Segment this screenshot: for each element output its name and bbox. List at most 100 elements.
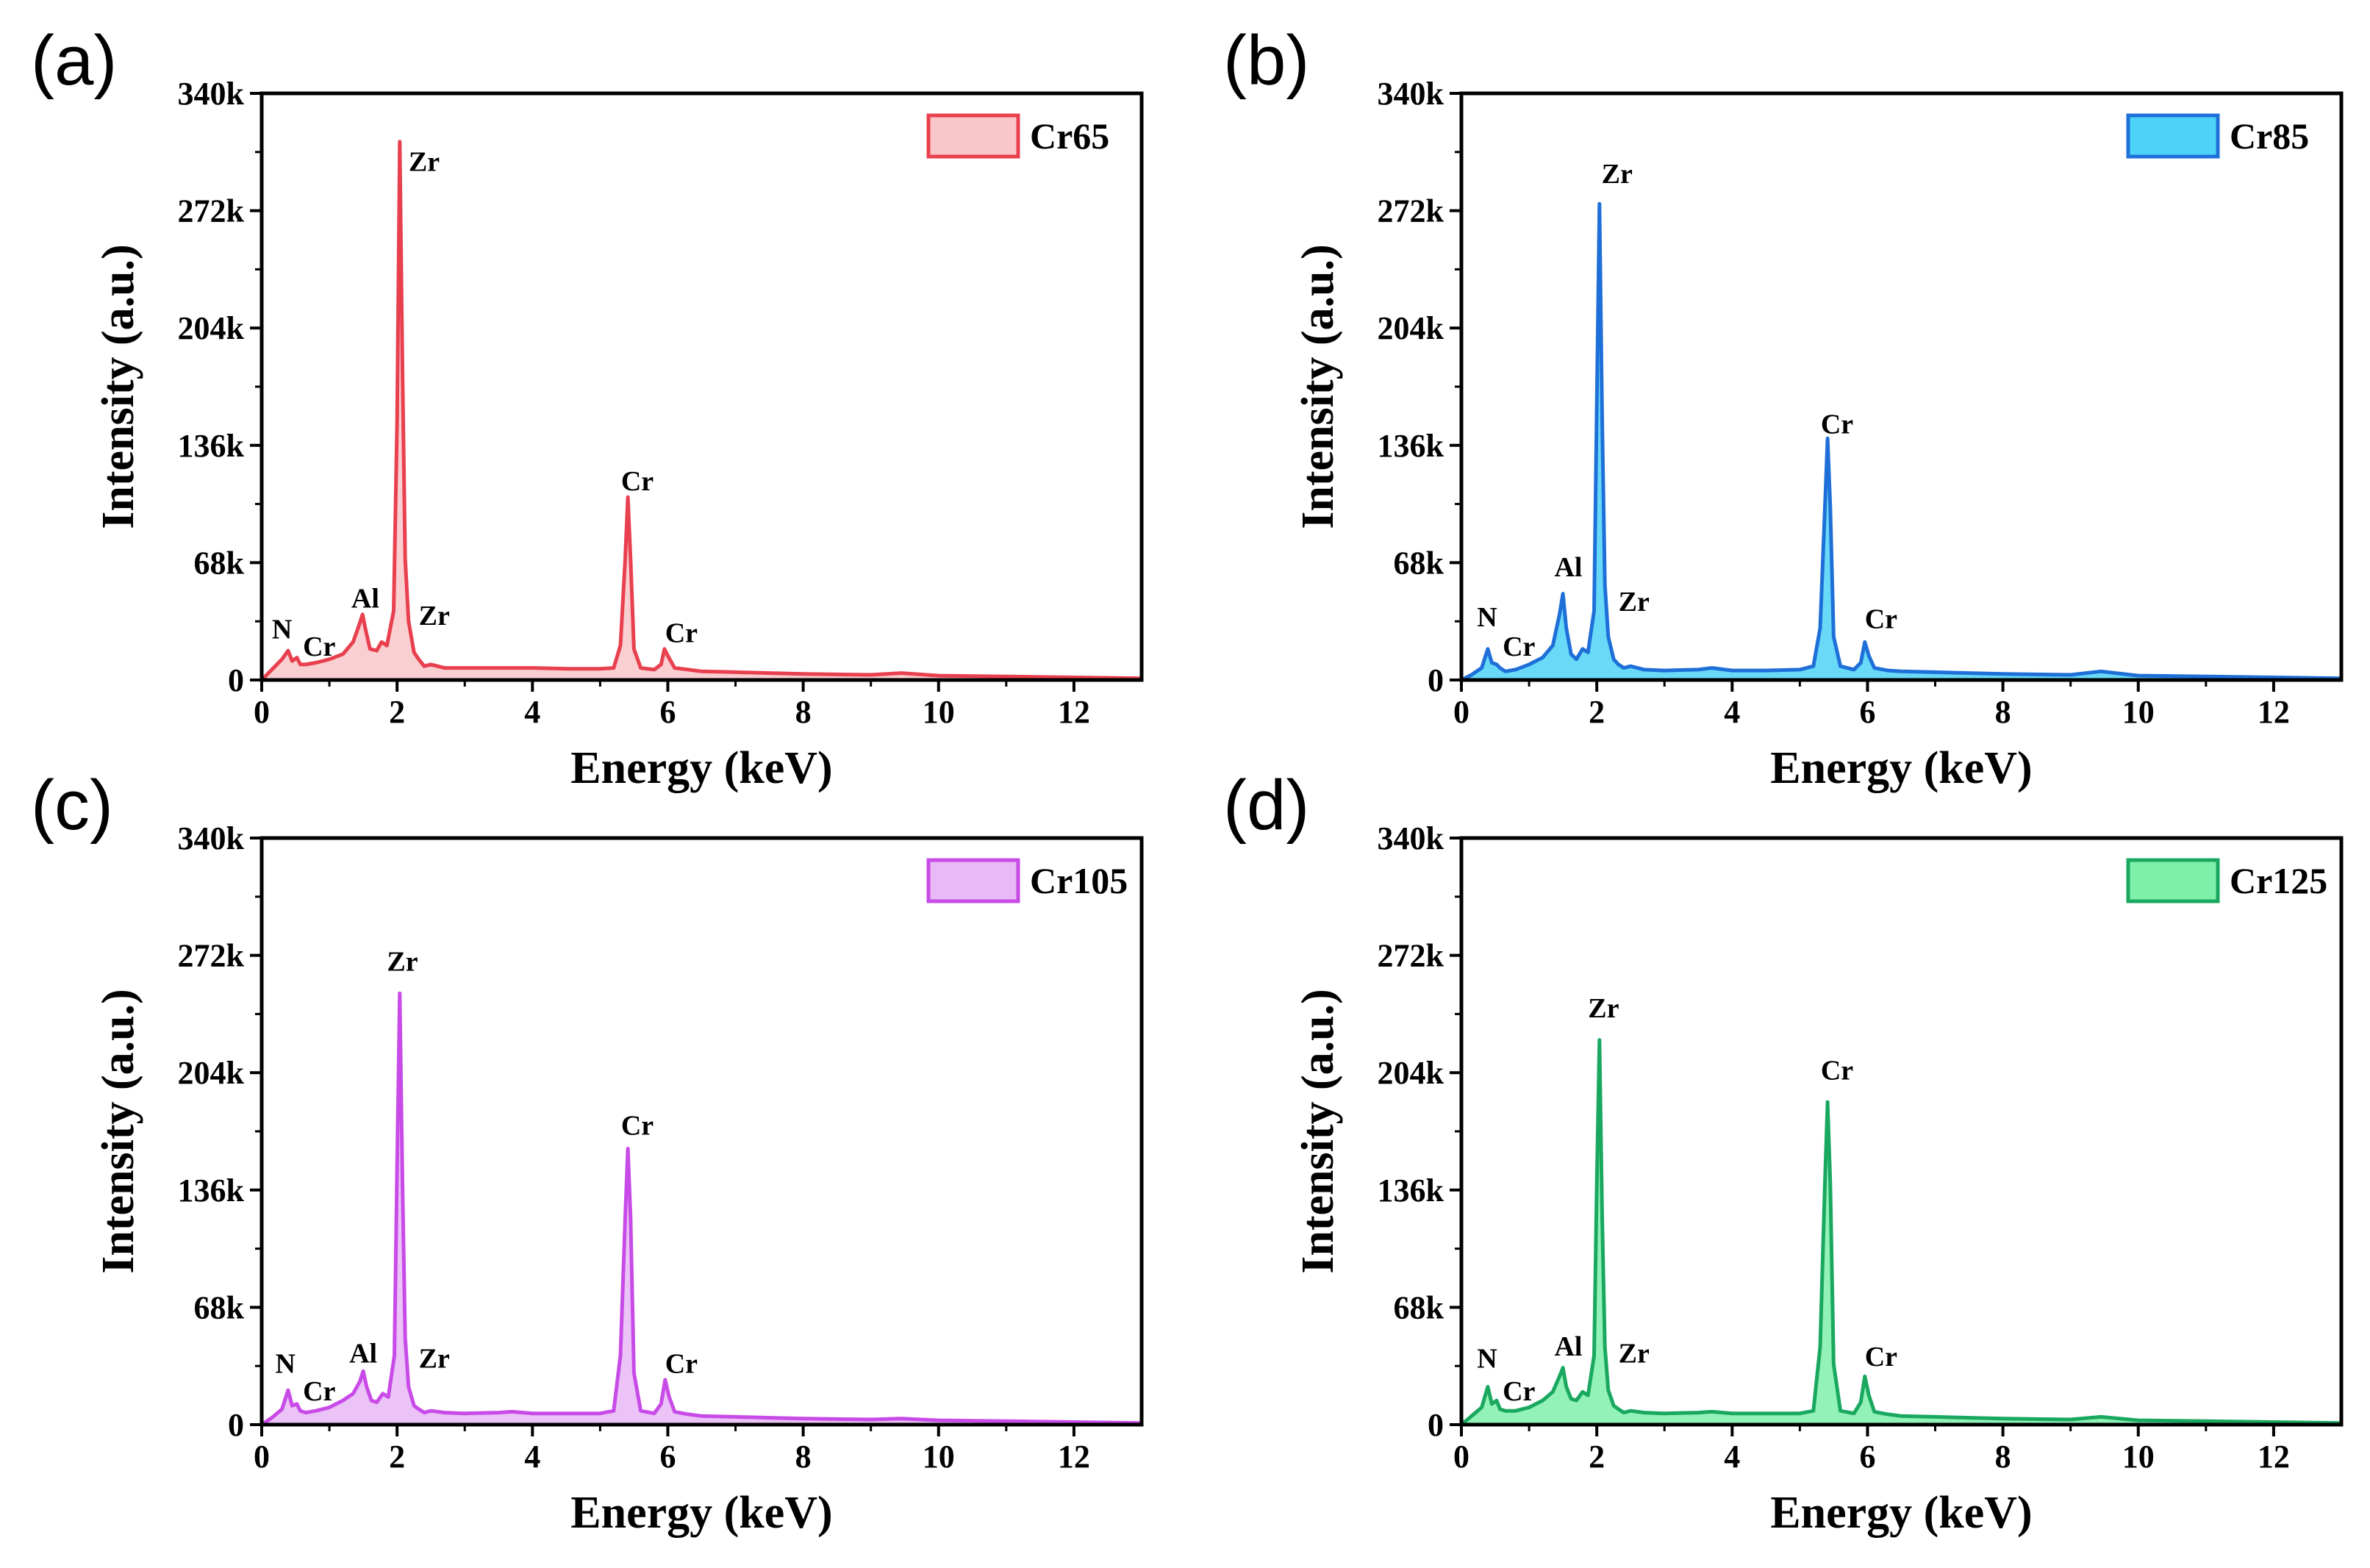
y-tick-label: 68k bbox=[194, 1289, 245, 1325]
x-tick-label: 10 bbox=[923, 694, 955, 730]
x-tick-label: 4 bbox=[1724, 1439, 1740, 1475]
legend-label: Cr125 bbox=[2230, 860, 2327, 901]
peak-label: Cr bbox=[621, 466, 654, 497]
y-tick-label: 272k bbox=[178, 193, 245, 229]
y-tick-label: 204k bbox=[178, 1055, 245, 1091]
peak-label: Cr bbox=[1865, 1342, 1897, 1372]
x-tick-label: 10 bbox=[2122, 694, 2155, 730]
peak-label: Cr bbox=[1821, 1056, 1853, 1086]
x-tick-label: 12 bbox=[2258, 1439, 2290, 1475]
peak-label: Zr bbox=[1602, 159, 1633, 190]
y-tick-label: 272k bbox=[1378, 193, 1444, 229]
y-axis-label: Intensity (a.u.) bbox=[93, 989, 143, 1274]
x-tick-label: 2 bbox=[1589, 1439, 1605, 1475]
y-tick-label: 204k bbox=[1378, 310, 1444, 346]
y-tick-label: 204k bbox=[1378, 1055, 1444, 1091]
x-tick-label: 0 bbox=[1453, 1439, 1469, 1475]
x-tick-label: 0 bbox=[254, 1439, 270, 1475]
legend-swatch bbox=[2126, 858, 2220, 903]
x-tick-label: 2 bbox=[389, 694, 405, 730]
peak-label: Cr bbox=[621, 1111, 654, 1142]
y-axis-label: Intensity (a.u.) bbox=[1293, 244, 1343, 529]
x-tick-label: 8 bbox=[795, 1439, 812, 1475]
x-tick-label: 6 bbox=[1859, 1439, 1875, 1475]
x-axis-label: Energy (keV) bbox=[570, 1488, 832, 1538]
x-tick-label: 12 bbox=[2258, 694, 2290, 730]
y-tick-label: 136k bbox=[178, 428, 245, 464]
y-tick-label: 0 bbox=[1428, 1407, 1444, 1443]
series-line bbox=[260, 991, 1142, 1427]
y-tick-label: 340k bbox=[1378, 76, 1444, 112]
peak-label: Cr bbox=[665, 617, 698, 648]
peak-label: Al bbox=[349, 1339, 377, 1370]
y-tick-label: 272k bbox=[1378, 938, 1444, 974]
panel-label: (c) bbox=[31, 766, 113, 845]
peak-label: Al bbox=[1554, 552, 1582, 583]
x-tick-label: 12 bbox=[1058, 694, 1090, 730]
x-tick-label: 12 bbox=[1058, 1439, 1090, 1475]
x-tick-label: 6 bbox=[1859, 694, 1875, 730]
panel-label: (b) bbox=[1223, 21, 1309, 100]
peak-label: Al bbox=[351, 583, 379, 614]
peak-label: Zr bbox=[419, 601, 450, 631]
peak-label: Zr bbox=[409, 147, 440, 178]
y-axis-label: Intensity (a.u.) bbox=[93, 244, 143, 529]
peak-label: Cr bbox=[1503, 631, 1535, 662]
series-line bbox=[1460, 201, 2342, 682]
y-tick-label: 136k bbox=[178, 1173, 245, 1209]
peak-label: Zr bbox=[1619, 1339, 1650, 1370]
x-tick-label: 4 bbox=[524, 1439, 540, 1475]
y-tick-label: 204k bbox=[178, 310, 245, 346]
peak-label: Cr bbox=[1503, 1376, 1535, 1407]
y-tick-label: 0 bbox=[228, 662, 244, 698]
y-tick-label: 68k bbox=[1394, 545, 1444, 581]
panel-label: (a) bbox=[31, 21, 117, 100]
y-tick-label: 68k bbox=[1394, 1289, 1444, 1325]
series-line bbox=[1460, 1038, 2342, 1426]
x-axis-label: Energy (keV) bbox=[570, 743, 832, 793]
legend-label: Cr105 bbox=[1030, 860, 1128, 901]
peak-label: N bbox=[276, 1349, 296, 1380]
x-tick-label: 2 bbox=[1589, 694, 1605, 730]
peak-label: N bbox=[272, 615, 292, 645]
x-tick-label: 2 bbox=[389, 1439, 405, 1475]
peak-label: Zr bbox=[419, 1344, 450, 1375]
y-tick-label: 136k bbox=[1378, 1173, 1444, 1209]
x-axis-label: Energy (keV) bbox=[1770, 1488, 2032, 1538]
panel-label: (d) bbox=[1223, 766, 1309, 845]
x-tick-label: 4 bbox=[1724, 694, 1740, 730]
y-tick-label: 0 bbox=[228, 1407, 244, 1443]
x-tick-label: 0 bbox=[254, 694, 270, 730]
panel-c: (c) 0 2 4 6 8 10 12 0 68k 136k 204k 272k 340k Energy (… bbox=[31, 766, 1144, 1538]
legend-swatch bbox=[926, 113, 1020, 159]
peak-label: Cr bbox=[1821, 409, 1853, 440]
legend-swatch bbox=[2126, 113, 2220, 159]
x-tick-label: 8 bbox=[795, 694, 812, 730]
y-tick-label: 340k bbox=[1378, 820, 1444, 856]
y-tick-label: 340k bbox=[178, 820, 245, 856]
x-tick-label: 6 bbox=[659, 1439, 676, 1475]
x-tick-label: 6 bbox=[659, 694, 676, 730]
legend-label: Cr65 bbox=[1030, 115, 1109, 157]
peak-label: Cr bbox=[1865, 604, 1897, 635]
panel-b: (b) 0 2 4 6 8 10 12 0 68k 136k 204k 272k 340k Energy (… bbox=[1223, 21, 2344, 793]
peak-label: N bbox=[1477, 1344, 1497, 1375]
panel-a: (a) 0 2 4 6 8 10 12 0 68k 136k 204k 272k 340k Energy (… bbox=[31, 21, 1144, 793]
y-tick-label: 136k bbox=[1378, 428, 1444, 464]
x-tick-label: 4 bbox=[524, 694, 540, 730]
y-axis-label: Intensity (a.u.) bbox=[1293, 989, 1343, 1274]
legend-swatch bbox=[926, 858, 1020, 903]
x-axis-label: Energy (keV) bbox=[1770, 743, 2032, 793]
peak-label: Cr bbox=[303, 1376, 335, 1407]
peak-label: Cr bbox=[665, 1349, 698, 1380]
x-tick-label: 0 bbox=[1453, 694, 1469, 730]
peak-label: Zr bbox=[1619, 587, 1650, 617]
x-tick-label: 8 bbox=[1995, 1439, 2011, 1475]
series-line bbox=[260, 140, 1142, 681]
y-tick-label: 68k bbox=[194, 545, 245, 581]
peak-label: Cr bbox=[303, 631, 335, 662]
peak-label: N bbox=[1477, 602, 1497, 633]
legend-label: Cr85 bbox=[2230, 115, 2309, 157]
x-tick-label: 8 bbox=[1995, 694, 2011, 730]
